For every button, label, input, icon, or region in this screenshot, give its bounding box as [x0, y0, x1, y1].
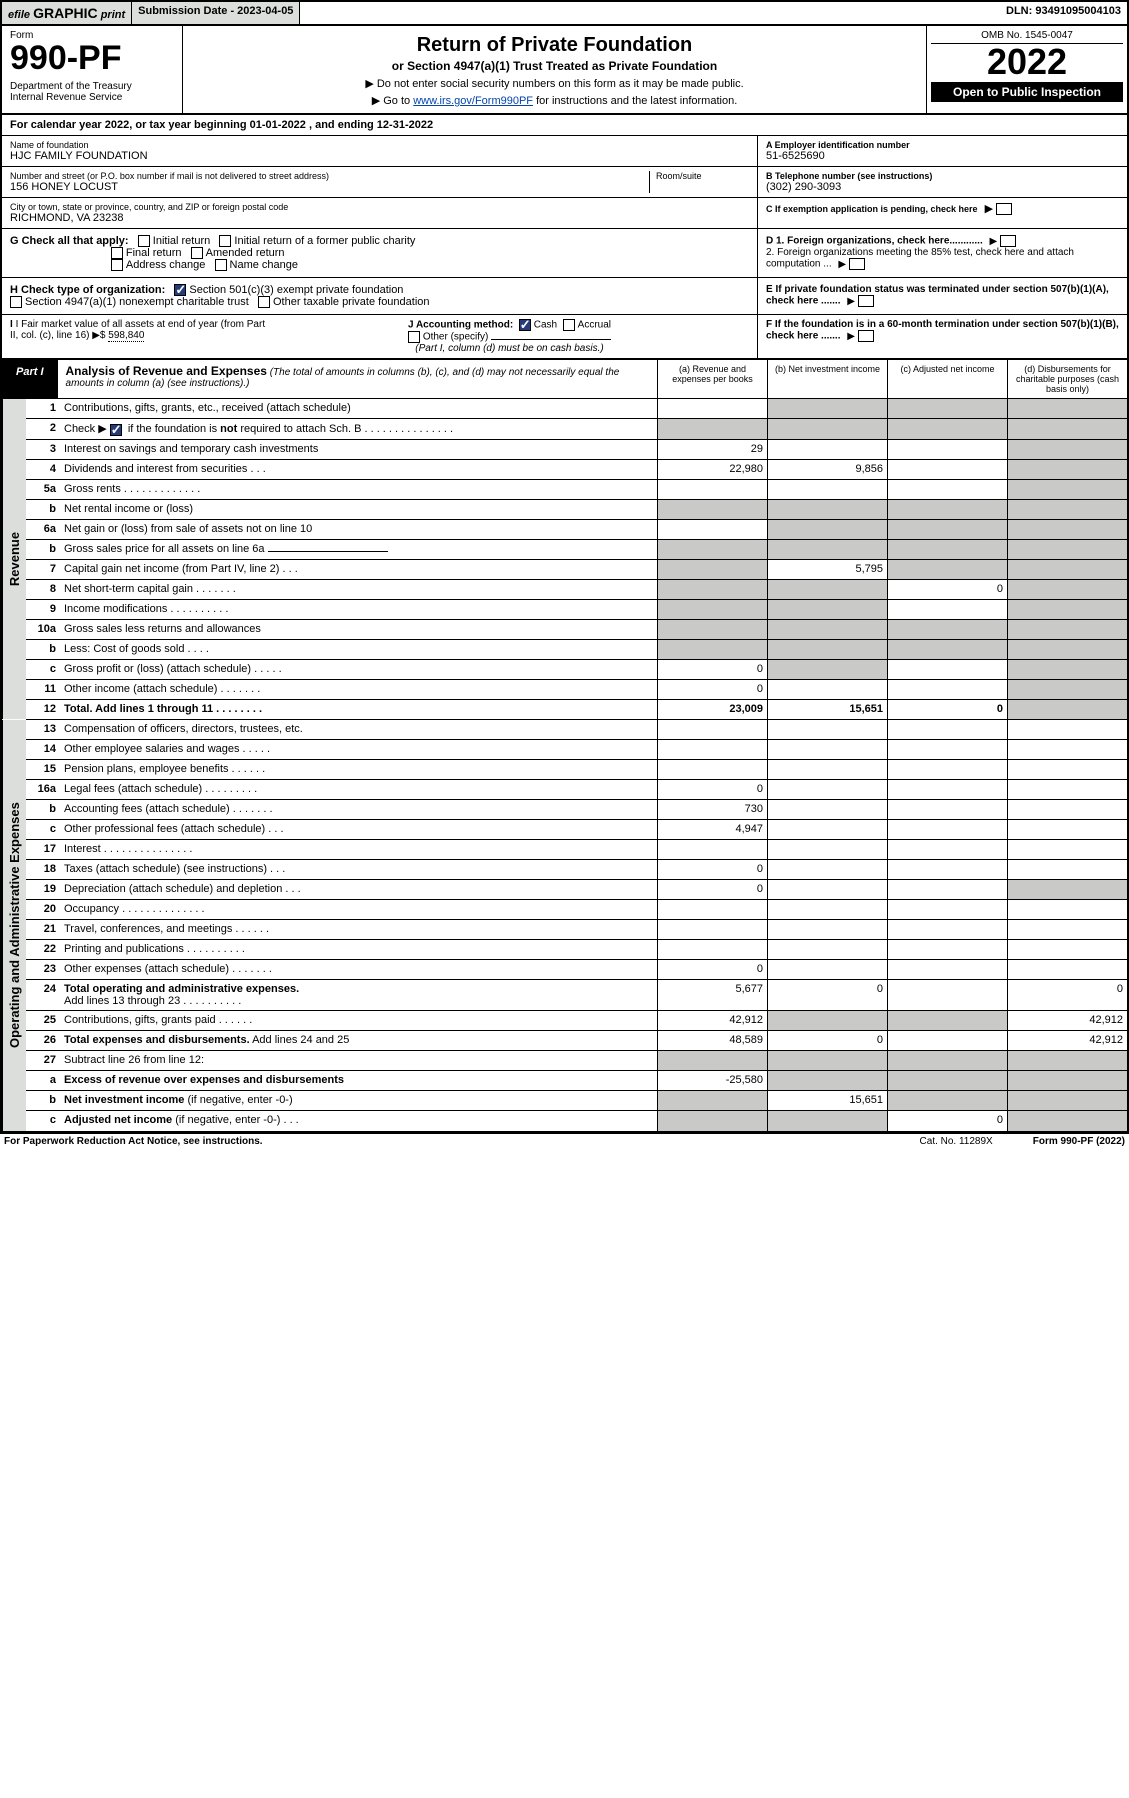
open-inspection: Open to Public Inspection	[931, 82, 1123, 102]
revenue-label: Revenue	[2, 399, 26, 719]
phone: (302) 290-3093	[766, 181, 1119, 193]
part1-header: Part I Analysis of Revenue and Expenses …	[0, 360, 1129, 399]
entity-info: Name of foundation HJC FAMILY FOUNDATION…	[0, 136, 1129, 229]
dept: Department of the TreasuryInternal Reven…	[10, 81, 174, 103]
efile-label: efile GRAPHIC print	[2, 2, 132, 24]
form-year-block: OMB No. 1545-0047 2022 Open to Public In…	[927, 26, 1127, 113]
h-checks: H Check type of organization: Section 50…	[0, 278, 1129, 315]
form-subtitle: or Section 4947(a)(1) Trust Treated as P…	[189, 59, 920, 73]
pending-cell: C If exemption application is pending, c…	[758, 198, 1127, 219]
col-b: (b) Net investment income	[767, 360, 887, 398]
city: RICHMOND, VA 23238	[10, 212, 749, 224]
submission-date: Submission Date - 2023-04-05	[132, 2, 300, 24]
irs-link[interactable]: www.irs.gov/Form990PF	[413, 95, 533, 107]
cat-no: Cat. No. 11289X	[920, 1136, 993, 1147]
dln: DLN: 93491095004103	[1000, 2, 1127, 24]
fmv-value: 598,840	[108, 330, 144, 342]
calendar-year: For calendar year 2022, or tax year begi…	[0, 115, 1129, 136]
ein-cell: A Employer identification number 51-6525…	[758, 136, 1127, 167]
address: 156 HONEY LOCUST	[10, 181, 649, 193]
address-cell: Number and street (or P.O. box number if…	[2, 167, 757, 198]
top-header: efile GRAPHIC print Submission Date - 20…	[0, 0, 1129, 26]
form-number: 990-PF	[10, 41, 174, 75]
ein: 51-6525690	[766, 150, 1119, 162]
pending-checkbox[interactable]	[996, 203, 1012, 215]
form-no-footer: Form 990-PF (2022)	[1033, 1136, 1125, 1147]
col-d: (d) Disbursements for charitable purpose…	[1007, 360, 1127, 398]
g-checks: G Check all that apply: Initial return I…	[0, 229, 1129, 278]
ij-row: I I Fair market value of all assets at e…	[0, 315, 1129, 360]
form-note2: ▶ Go to www.irs.gov/Form990PF for instru…	[189, 94, 920, 107]
paperwork-notice: For Paperwork Reduction Act Notice, see …	[4, 1136, 263, 1147]
opex-label: Operating and Administrative Expenses	[2, 720, 26, 1131]
form-title-block: Return of Private Foundation or Section …	[182, 26, 927, 113]
cash-check[interactable]	[519, 319, 531, 331]
form-id-block: Form 990-PF Department of the TreasuryIn…	[2, 26, 182, 113]
foundation-name-cell: Name of foundation HJC FAMILY FOUNDATION	[2, 136, 757, 167]
col-a: (a) Revenue and expenses per books	[657, 360, 767, 398]
phone-cell: B Telephone number (see instructions) (3…	[758, 167, 1127, 198]
city-cell: City or town, state or province, country…	[2, 198, 757, 228]
form-header: Form 990-PF Department of the TreasuryIn…	[0, 26, 1129, 115]
foundation-name: HJC FAMILY FOUNDATION	[10, 150, 749, 162]
form-note1: ▶ Do not enter social security numbers o…	[189, 77, 920, 90]
form-title: Return of Private Foundation	[189, 34, 920, 57]
footer: For Paperwork Reduction Act Notice, see …	[0, 1133, 1129, 1149]
part1-label: Part I	[2, 360, 58, 398]
col-c: (c) Adjusted net income	[887, 360, 1007, 398]
tax-year: 2022	[931, 44, 1123, 80]
501c3-check[interactable]	[174, 284, 186, 296]
